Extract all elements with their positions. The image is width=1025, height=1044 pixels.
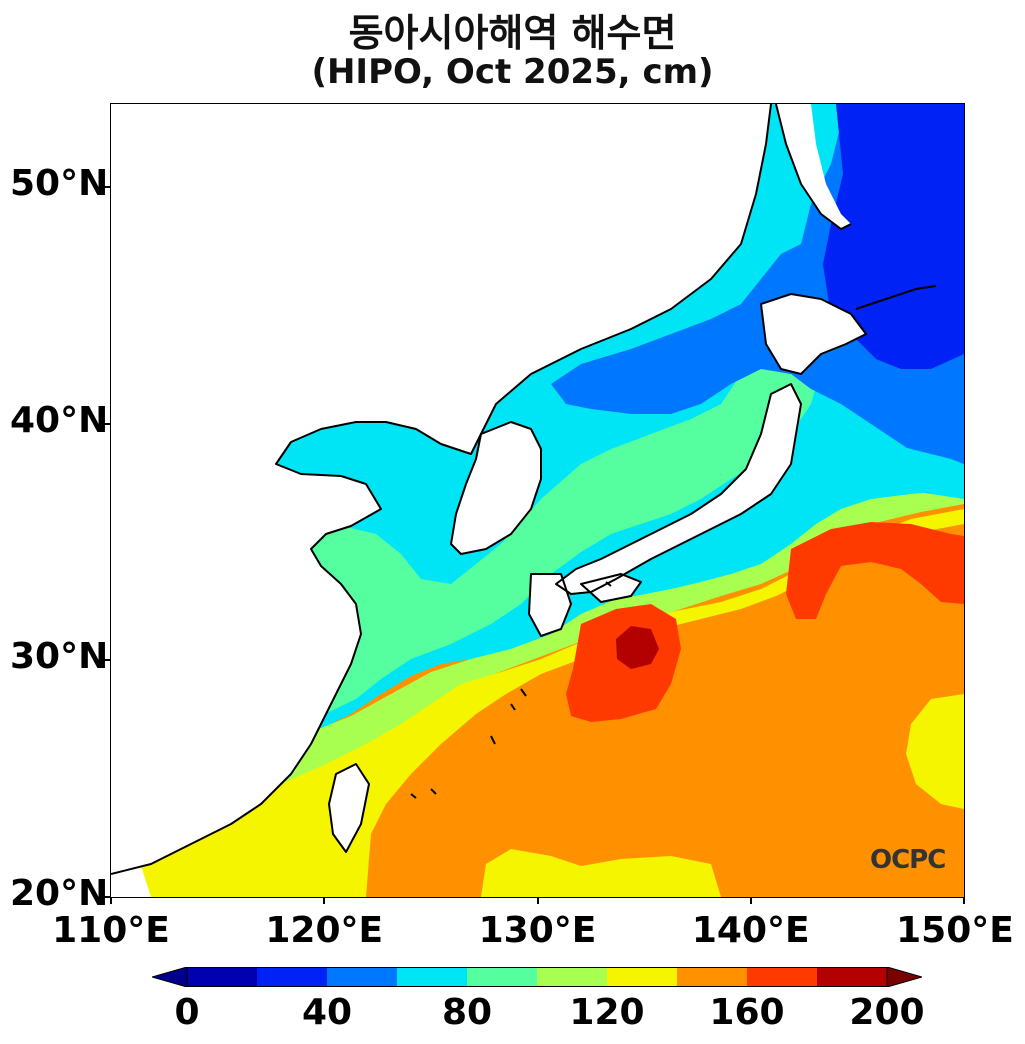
field-band-120-140 bbox=[111, 509, 964, 897]
colorbar-tick-label: 120 bbox=[569, 992, 645, 1033]
map-title: 동아시아해역 해수면 bbox=[348, 11, 677, 55]
x-tick-label: 150°E bbox=[896, 910, 1014, 951]
y-tick-label: 30°N bbox=[10, 636, 109, 678]
colorbar-segment bbox=[817, 967, 888, 987]
x-tick-mark bbox=[536, 897, 539, 904]
field-band-160-180-east bbox=[786, 522, 964, 619]
y-tick-label: 50°N bbox=[10, 162, 109, 204]
y-tick-mark bbox=[104, 896, 111, 898]
colorbar-segment bbox=[187, 967, 258, 987]
sea-level-map bbox=[111, 104, 964, 897]
colorbar-tick-label: 200 bbox=[849, 992, 925, 1033]
x-tick-mark bbox=[749, 897, 752, 904]
colorbar-tick-label: 40 bbox=[301, 992, 353, 1033]
colorbar-segment bbox=[397, 967, 468, 987]
colorbar-segment bbox=[467, 967, 538, 987]
colorbar-segment bbox=[327, 967, 398, 987]
colorbar-segment bbox=[747, 967, 818, 987]
coastlines bbox=[111, 104, 937, 875]
colorbar-tick-label: 80 bbox=[441, 992, 493, 1033]
colorbar-tick-label: 160 bbox=[709, 992, 785, 1033]
x-tick-mark bbox=[323, 897, 326, 904]
field-band-20-40 bbox=[823, 104, 964, 369]
field-band-180-200 bbox=[616, 626, 659, 669]
field-patch-yellow-south bbox=[481, 849, 721, 897]
x-tick-label: 120°E bbox=[265, 910, 384, 951]
field-patch-cyan-east bbox=[801, 404, 964, 499]
colorbar-segment bbox=[257, 967, 328, 987]
colorbar-segment bbox=[537, 967, 608, 987]
y-tick-mark bbox=[104, 659, 111, 662]
x-tick-mark bbox=[110, 897, 112, 904]
colorbar-under-arrow bbox=[152, 967, 188, 987]
y-tick-label: 40°N bbox=[10, 399, 109, 441]
y-tick-mark bbox=[104, 422, 111, 425]
x-tick-label: 130°E bbox=[478, 910, 597, 951]
x-tick-label: 110°E bbox=[52, 910, 170, 951]
colorbar bbox=[152, 967, 922, 987]
colorbar-outline bbox=[186, 967, 888, 987]
colorbar-segment bbox=[677, 967, 748, 987]
x-tick-label: 140°E bbox=[691, 910, 810, 951]
y-tick-mark bbox=[104, 185, 111, 188]
field-patch-yellow-east bbox=[906, 694, 964, 809]
y-tick-label: 20°N bbox=[10, 873, 109, 914]
colorbar-segment bbox=[607, 967, 678, 987]
x-tick-mark bbox=[963, 897, 965, 904]
colorbar-over-arrow bbox=[886, 967, 922, 987]
colorbar-tick-label: 0 bbox=[174, 992, 200, 1033]
map-subtitle: (HIPO, Oct 2025, cm) bbox=[311, 52, 714, 92]
ocpc-logo: OCPC bbox=[870, 845, 946, 875]
